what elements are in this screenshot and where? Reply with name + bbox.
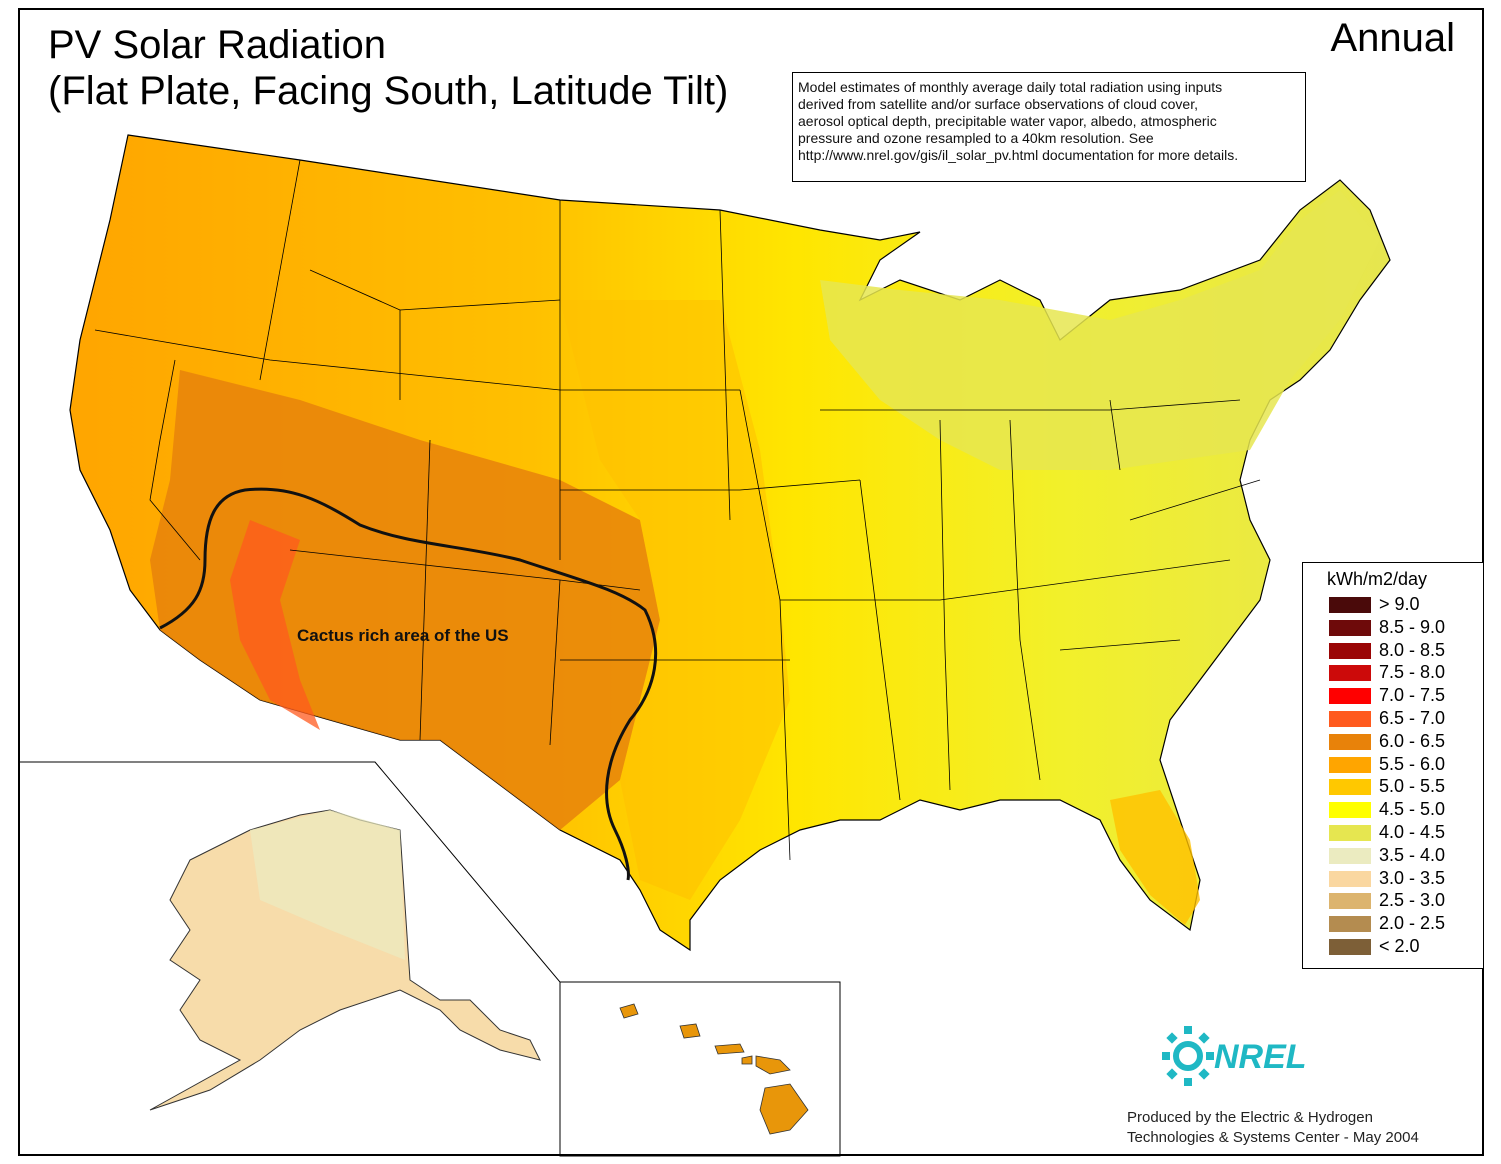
great-plains-band (560, 300, 790, 900)
credit-line-2: Technologies & Systems Center - May 2004 (1127, 1129, 1419, 1146)
legend-label: 2.0 - 2.5 (1379, 913, 1446, 934)
nrel-wordmark: NREL (1214, 1038, 1307, 1076)
alaska-north-slope (250, 810, 405, 960)
note-line: derived from satellite and/or surface ob… (798, 96, 1198, 112)
legend-label: 5.5 - 6.0 (1379, 753, 1446, 774)
nrel-logo: NREL (1162, 1026, 1307, 1086)
legend-swatch (1329, 665, 1371, 682)
southwest-high-radiation (150, 370, 660, 830)
legend-swatch (1329, 711, 1371, 727)
legend-label: 4.0 - 4.5 (1379, 822, 1446, 842)
legend-swatch (1329, 688, 1371, 705)
legend-swatch (1329, 893, 1371, 910)
legend-swatch (1329, 939, 1371, 955)
cactus-area-label: Cactus rich area of the US (297, 626, 509, 645)
title-line-2: (Flat Plate, Facing South, Latitude Tilt… (48, 69, 729, 113)
legend-label: < 2.0 (1379, 936, 1420, 956)
legend: kWh/m2/day > 9.0 8.5 - 9.0 8.0 - 8.5 7.5 - … (1302, 562, 1484, 969)
florida-peninsula (1110, 790, 1200, 925)
southwest-peak (230, 520, 320, 730)
legend-label: 5.0 - 5.5 (1379, 776, 1446, 797)
legend-swatch (1329, 756, 1371, 773)
hawaii-inset-border (559, 981, 841, 1157)
legend-label: 8.0 - 8.5 (1379, 639, 1446, 660)
legend-label: 8.5 - 9.0 (1379, 616, 1446, 637)
legend-title: kWh/m2/day (1327, 569, 1428, 589)
note-line: http://www.nrel.gov/gis/il_solar_pv.html… (798, 147, 1239, 163)
period-label: Annual (1330, 16, 1455, 60)
note-line: Model estimates of monthly average daily… (798, 79, 1223, 95)
legend-swatch (1329, 847, 1371, 864)
state-boundaries (94, 159, 1261, 861)
legend-label: > 9.0 (1379, 594, 1420, 614)
legend-swatch (1329, 779, 1371, 796)
legend-label: 6.5 - 7.0 (1379, 708, 1446, 728)
legend-label: 6.0 - 6.5 (1379, 730, 1446, 751)
model-description-note: Model estimates of monthly average daily… (792, 72, 1306, 182)
legend-label: 7.5 - 8.0 (1379, 662, 1446, 683)
legend-swatch (1329, 619, 1371, 636)
legend-swatch (1329, 825, 1371, 841)
legend-swatch (1329, 802, 1371, 819)
nrel-emblem-icon (1162, 1026, 1214, 1086)
map-title: PV Solar Radiation (Flat Plate, Facing S… (48, 22, 728, 114)
legend-swatch (1329, 642, 1371, 659)
hawaii-islands (619, 1003, 809, 1135)
legend-label: 3.0 - 3.5 (1379, 867, 1446, 888)
credit: Produced by the Electric & Hydrogen Tech… (1127, 1108, 1419, 1148)
note-line: pressure and ozone resampled to a 40km r… (798, 130, 1154, 146)
legend-swatch (1329, 597, 1371, 613)
legend-label: 3.5 - 4.0 (1379, 844, 1446, 865)
note-line: aerosol optical depth, precipitable wate… (798, 113, 1217, 129)
legend-label: 2.5 - 3.0 (1379, 890, 1446, 911)
legend-swatch (1329, 916, 1371, 933)
legend-swatch (1329, 733, 1371, 750)
title-line-1: PV Solar Radiation (48, 23, 386, 67)
legend-label: 4.5 - 5.0 (1379, 799, 1446, 820)
cactus-area-boundary (159, 487, 658, 881)
credit-line-1: Produced by the Electric & Hydrogen (1127, 1109, 1373, 1126)
legend-swatch (1329, 870, 1371, 887)
legend-label: 7.0 - 7.5 (1379, 685, 1446, 706)
